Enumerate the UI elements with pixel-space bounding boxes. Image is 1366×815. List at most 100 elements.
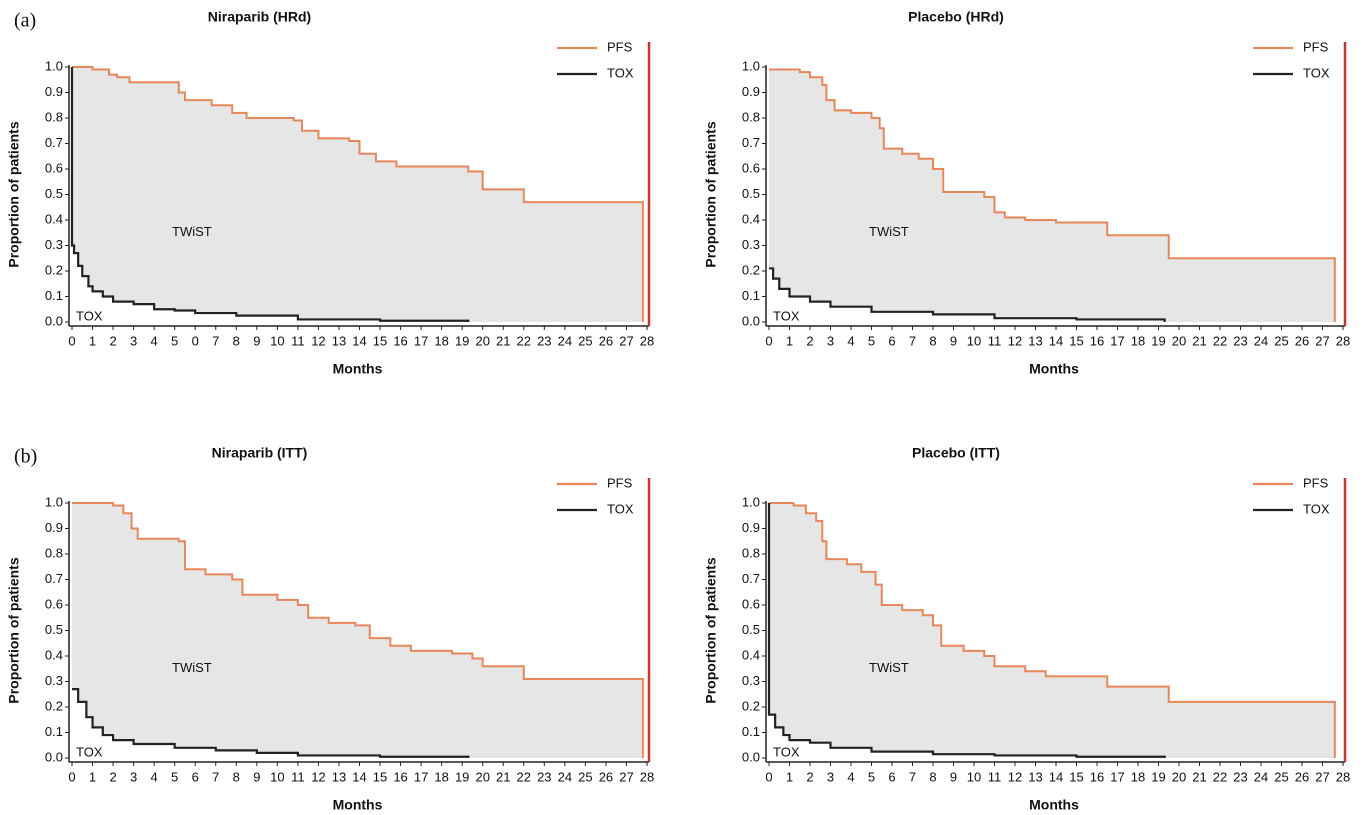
x-tick-label: 11: [291, 769, 305, 784]
legend-label: PFS: [607, 475, 633, 490]
x-tick-label: 22: [517, 769, 531, 784]
x-tick-label: 26: [1295, 769, 1309, 784]
x-tick-label: 8: [929, 769, 936, 784]
legend-label: TOX: [607, 65, 634, 80]
x-tick-label: 4: [151, 769, 158, 784]
x-tick-label: 6: [192, 769, 199, 784]
y-tick-label: 0.5: [45, 622, 63, 637]
y-tick-label: 0.6: [742, 160, 760, 175]
panel-label: (a): [14, 10, 36, 32]
step-line: [72, 502, 644, 758]
step-line: [769, 68, 1336, 322]
x-tick-label: 7: [909, 769, 916, 784]
x-tick-label: 26: [599, 769, 613, 784]
y-tick-label: 0.8: [742, 109, 760, 124]
x-tick-label: 12: [1008, 769, 1022, 784]
x-tick-label: 6: [888, 333, 895, 348]
x-tick-label: 9: [950, 333, 957, 348]
y-tick-label: 0.2: [45, 698, 63, 713]
y-tick-label: 0.3: [45, 673, 63, 688]
x-tick-label: 25: [1274, 333, 1288, 348]
x-tick-label: 2: [806, 769, 813, 784]
x-tick-label: 17: [1110, 769, 1124, 784]
x-tick-label: 19: [455, 769, 469, 784]
x-tick-label: 25: [578, 333, 592, 348]
x-tick-label: 10: [270, 333, 284, 348]
panel-label: (b): [14, 446, 37, 468]
x-tick-label: 27: [619, 769, 633, 784]
annotation: TOX: [76, 308, 103, 323]
x-tick-label: 3: [130, 769, 137, 784]
y-tick-label: 0.1: [45, 288, 63, 303]
y-tick-label: 0.2: [45, 262, 63, 277]
x-tick-label: 21: [1192, 769, 1206, 784]
x-tick-label: 24: [558, 769, 572, 784]
x-tick-label: 28: [640, 333, 654, 348]
x-tick-label: 7: [909, 333, 916, 348]
annotation: TWiST: [172, 224, 212, 239]
x-tick-label: 5: [171, 333, 178, 348]
x-tick-label: 19: [455, 333, 469, 348]
twist-area: [72, 503, 643, 758]
x-tick-label: 12: [311, 769, 325, 784]
chart-title: Niraparib (HRd): [208, 9, 311, 25]
x-tick-label: 25: [1274, 769, 1288, 784]
x-tick-label: 0: [68, 333, 75, 348]
x-tick-label: 9: [253, 333, 260, 348]
step-line: [769, 502, 1336, 758]
annotation: TWiST: [869, 224, 909, 239]
x-tick-label: 20: [1172, 333, 1186, 348]
x-tick-label: 3: [130, 333, 137, 348]
x-tick-label: 8: [233, 769, 240, 784]
x-tick-label: 16: [393, 769, 407, 784]
x-tick-label: 28: [640, 769, 654, 784]
y-axis-label: Proportion of patients: [6, 557, 22, 703]
x-tick-label: 25: [578, 769, 592, 784]
x-tick-label: 13: [332, 333, 346, 348]
x-tick-label: 23: [537, 769, 551, 784]
x-tick-label: 21: [1192, 333, 1206, 348]
x-tick-label: 15: [1069, 333, 1083, 348]
y-tick-label: 0.3: [45, 237, 63, 252]
x-tick-label: 9: [950, 769, 957, 784]
x-tick-label: 16: [393, 333, 407, 348]
y-tick-label: 0.6: [45, 160, 63, 175]
x-tick-label: 15: [1069, 769, 1083, 784]
y-tick-label: 0.4: [742, 211, 760, 226]
x-tick-label: 26: [1295, 333, 1309, 348]
x-tick-label: 22: [517, 333, 531, 348]
y-tick-label: 0.1: [45, 724, 63, 739]
x-tick-label: 27: [1315, 333, 1329, 348]
y-tick-label: 0.5: [742, 622, 760, 637]
annotation: TOX: [76, 744, 103, 759]
x-axis-label: Months: [1029, 361, 1079, 377]
y-tick-label: 0.4: [45, 211, 63, 226]
y-tick-label: 1.0: [742, 58, 760, 73]
y-tick-label: 0.9: [742, 84, 760, 99]
x-tick-label: 2: [109, 769, 116, 784]
legend-label: TOX: [607, 501, 634, 516]
y-tick-label: 0.9: [45, 84, 63, 99]
x-tick-label: 19: [1151, 333, 1165, 348]
x-tick-label: 14: [1049, 333, 1063, 348]
x-tick-label: 15: [373, 333, 387, 348]
annotation: TWiST: [172, 660, 212, 675]
x-tick-label: 24: [1254, 769, 1268, 784]
x-axis-label: Months: [1029, 797, 1079, 813]
x-tick-label: 24: [558, 333, 572, 348]
y-axis-label: Proportion of patients: [703, 557, 719, 703]
x-tick-label: 17: [1110, 333, 1124, 348]
x-tick-label: 18: [1131, 769, 1145, 784]
x-tick-label: 22: [1213, 333, 1227, 348]
legend-label: TOX: [1303, 501, 1330, 516]
x-tick-label: 28: [1336, 769, 1350, 784]
y-tick-label: 0.1: [742, 288, 760, 303]
y-tick-label: 0.6: [742, 596, 760, 611]
y-tick-label: 0.0: [742, 313, 760, 328]
x-tick-label: 11: [988, 769, 1002, 784]
y-tick-label: 0.1: [742, 724, 760, 739]
x-tick-label: 18: [434, 769, 448, 784]
y-tick-label: 0.2: [742, 262, 760, 277]
step-line: [72, 688, 470, 758]
x-tick-label: 16: [1090, 333, 1104, 348]
